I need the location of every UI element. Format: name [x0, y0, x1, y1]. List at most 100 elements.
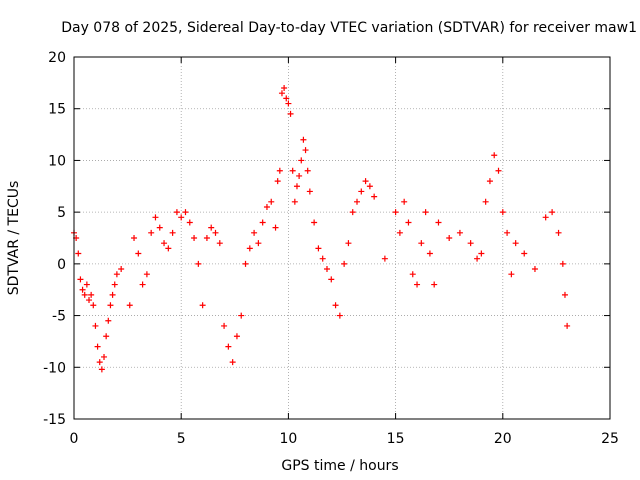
data-point: [555, 229, 562, 236]
data-point: [414, 281, 421, 288]
x-tick-label: 5: [177, 431, 186, 447]
data-point: [291, 198, 298, 205]
data-point: [186, 219, 193, 226]
data-point: [446, 235, 453, 241]
data-point: [107, 302, 114, 309]
data-point: [83, 281, 90, 288]
data-point: [499, 209, 506, 216]
data-point: [296, 172, 303, 179]
data-point: [118, 266, 125, 273]
data-point: [212, 229, 219, 236]
x-axis-label: GPS time / hours: [281, 458, 398, 474]
data-point: [315, 245, 322, 252]
data-point: [287, 110, 294, 117]
y-tick-label: -10: [43, 360, 66, 376]
x-tick-label: 0: [70, 431, 79, 447]
data-point: [75, 250, 82, 257]
x-tick-label: 20: [494, 431, 512, 447]
data-point: [246, 245, 253, 252]
data-point: [306, 188, 313, 195]
plot-frame: [73, 56, 611, 420]
data-point: [221, 322, 228, 329]
y-tick-label: 0: [57, 257, 66, 273]
data-point: [328, 276, 335, 283]
data-point: [456, 229, 463, 236]
data-point: [478, 250, 485, 257]
data-point: [195, 260, 202, 267]
data-point: [225, 343, 232, 350]
data-point: [491, 152, 498, 159]
data-point: [486, 178, 493, 185]
data-point: [495, 167, 502, 174]
data-point: [345, 240, 352, 247]
data-point: [156, 224, 163, 231]
data-point: [88, 291, 95, 298]
x-tick-label: 25: [601, 431, 619, 447]
data-point: [409, 271, 416, 278]
data-point: [304, 167, 311, 174]
data-point: [96, 359, 103, 366]
data-point: [255, 240, 262, 247]
data-point: [90, 302, 97, 309]
data-point: [467, 240, 474, 247]
data-point: [542, 214, 549, 221]
data-point: [431, 281, 438, 288]
y-tick-label: 20: [48, 50, 66, 66]
data-point: [293, 183, 300, 190]
data-point: [285, 100, 292, 107]
data-point: [94, 343, 101, 350]
data-point: [139, 281, 146, 288]
data-point: [263, 203, 270, 210]
data-point: [281, 85, 288, 92]
data-point: [111, 281, 118, 288]
data-point: [86, 297, 93, 304]
data-point: [300, 136, 307, 143]
data-point: [311, 219, 318, 226]
data-point: [371, 193, 378, 200]
data-point: [152, 214, 159, 221]
y-tick-label: 5: [57, 205, 66, 221]
data-point: [103, 333, 110, 340]
data-point: [289, 167, 296, 174]
data-point: [109, 291, 116, 298]
data-point: [268, 198, 275, 205]
data-point: [274, 178, 281, 185]
data-point: [418, 240, 425, 247]
data-point: [203, 235, 210, 241]
data-point: [564, 322, 571, 329]
data-points: [71, 85, 571, 373]
data-point: [512, 240, 519, 247]
data-point: [358, 188, 365, 195]
data-point: [178, 214, 185, 221]
data-point: [272, 224, 279, 231]
data-point: [191, 235, 198, 241]
data-point: [259, 219, 266, 226]
data-point: [396, 229, 403, 236]
data-point: [559, 260, 566, 267]
data-point: [276, 167, 283, 174]
data-point: [101, 353, 108, 360]
data-point: [199, 302, 206, 309]
y-tick-label: 10: [48, 153, 66, 169]
data-point: [79, 286, 86, 293]
data-point: [561, 291, 568, 298]
y-tick-label: -5: [52, 309, 66, 325]
data-point: [242, 260, 249, 267]
data-point: [549, 209, 556, 216]
data-point: [165, 245, 172, 252]
data-point: [332, 302, 339, 309]
data-point: [521, 250, 528, 257]
data-point: [422, 209, 429, 216]
data-point: [482, 198, 489, 205]
y-tick-labels: -15 -10 -5 0 5 10 15 20: [43, 50, 66, 428]
data-point: [135, 250, 142, 257]
data-point: [504, 229, 511, 236]
x-tick-labels: 0 5 10 15 20 25: [70, 431, 619, 447]
x-tick-label: 10: [279, 431, 297, 447]
data-point: [354, 198, 361, 205]
data-point: [474, 255, 481, 262]
y-tick-label: -15: [43, 412, 66, 428]
data-point: [173, 209, 180, 216]
